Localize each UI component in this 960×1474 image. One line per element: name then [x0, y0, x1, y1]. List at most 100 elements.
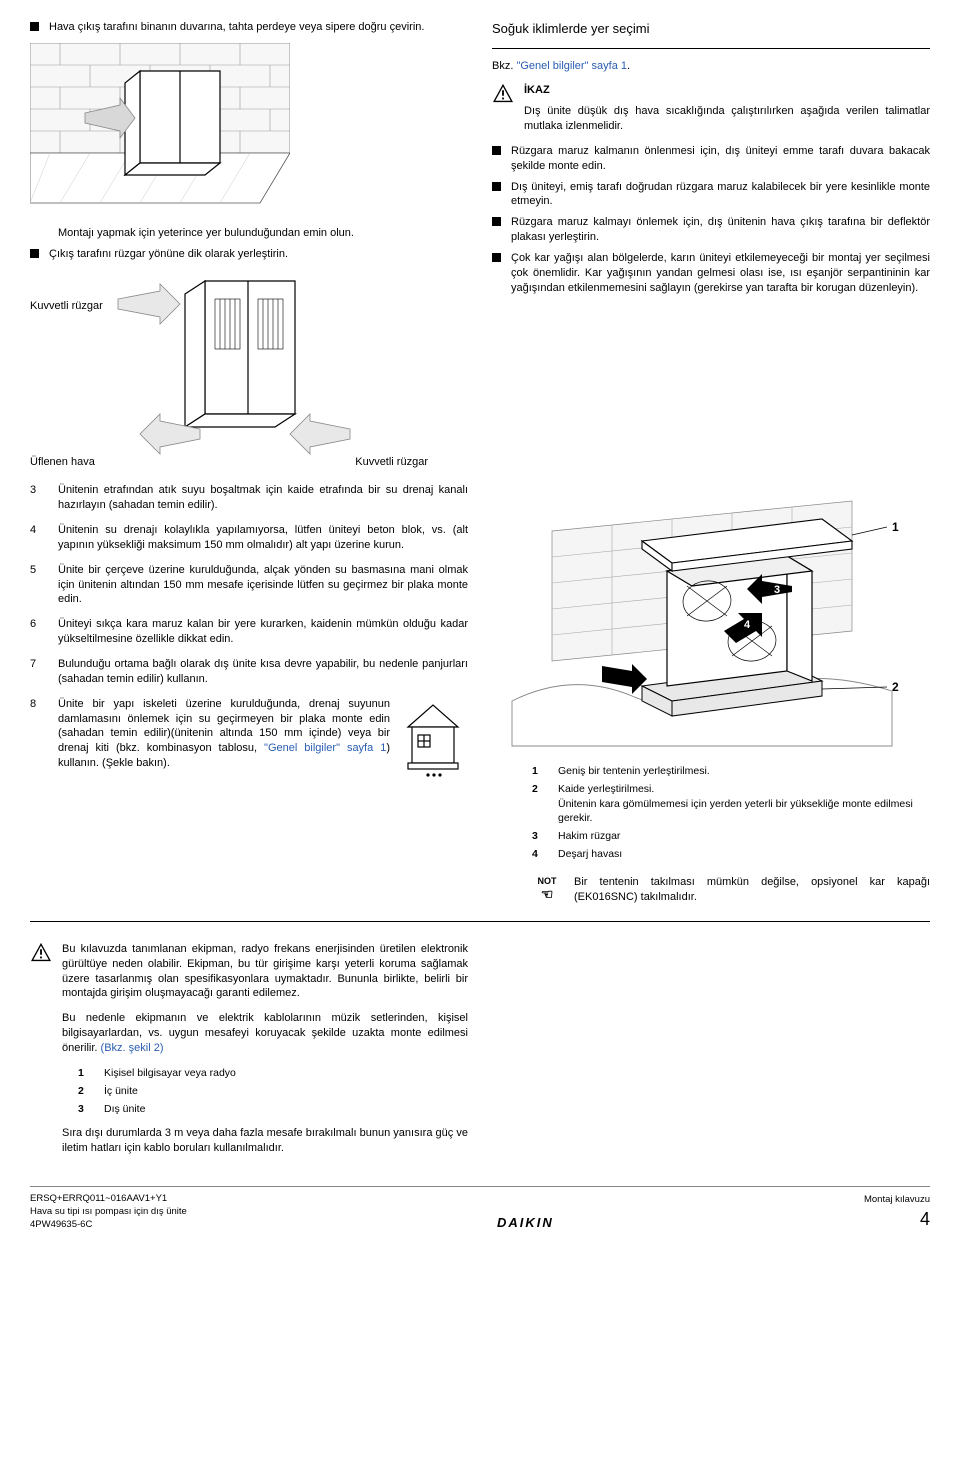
bullet-text: Çok kar yağışı alan bölgelerde, karın ün…	[511, 251, 930, 296]
ref-dot: .	[627, 60, 630, 72]
item-number: 4	[30, 523, 44, 553]
hand-icon: ☜	[532, 887, 562, 901]
svg-text:1: 1	[892, 520, 899, 534]
svg-text:3: 3	[774, 584, 780, 596]
figure-airflow: Kuvvetli rüzgar Üflenen hava Kuvvetli rü…	[30, 269, 468, 469]
list-item: 7 Bulunduğu ortama bağlı olarak dış ünite…	[30, 657, 468, 687]
item-number: 8	[30, 697, 44, 786]
warning-block: İKAZ Dış ünite düşük dış hava sıcaklığın…	[492, 83, 930, 134]
footer-left: ERSQ+ERRQ011~016AAV1+Y1 Hava su tipi ısı…	[30, 1193, 187, 1231]
list-item: 5 Ünite bir çerçeve üzerine kurulduğunda,…	[30, 563, 468, 608]
bullet-text: Hava çıkış tarafını binanın duvarına, ta…	[49, 20, 468, 35]
top-section: Hava çıkış tarafını binanın duvarına, ta…	[30, 20, 930, 477]
legend-row: 3Dış ünite	[78, 1102, 468, 1116]
bullet-text: Dış üniteyi, emiş tarafı doğrudan rüzgar…	[511, 180, 930, 210]
item-number: 6	[30, 617, 44, 647]
page-footer: ERSQ+ERRQ011~016AAV1+Y1 Hava su tipi ısı…	[30, 1186, 930, 1231]
item-number: 5	[30, 563, 44, 608]
svg-text:2: 2	[892, 680, 899, 694]
square-bullet-icon	[30, 249, 39, 258]
legend-text: Kişisel bilgisayar veya radyo	[104, 1066, 468, 1080]
figure-snow-install: 1 2 3 3 4	[492, 491, 930, 756]
section-title: Soğuk iklimlerde yer seçimi	[492, 20, 930, 38]
legend-row: 3 Hakim rüzgar	[532, 829, 930, 843]
footer-brand: DAIKIN	[497, 1214, 554, 1232]
item-text: Bulunduğu ortama bağlı olarak dış ünite …	[58, 657, 468, 687]
note-badge: NOT ☜	[532, 875, 562, 901]
legend-num: 2	[78, 1084, 92, 1098]
svg-text:4: 4	[744, 619, 751, 631]
legend-text-part: Ünitenin kara gömülmemesi için yerden ye…	[558, 798, 913, 824]
sub-legend: 1 Kişisel bilgisayar veya radyo 2 İç ünite…	[62, 1066, 468, 1117]
bullet-item: Hava çıkış tarafını binanın duvarına, ta…	[30, 20, 468, 35]
square-bullet-icon	[492, 253, 501, 262]
legend-text: Geniş bir tentenin yerleştirilmesi.	[558, 764, 930, 778]
bullet-text: Çıkış tarafını rüzgar yönüne dik olarak …	[49, 247, 468, 262]
figure-house-inline	[398, 697, 468, 782]
legend-num: 1	[78, 1066, 92, 1080]
ref-prefix: Bkz.	[492, 60, 516, 72]
footer-line: Hava su tipi ısı pompası için dış ünite	[30, 1206, 187, 1219]
list-item: 4 Ünitenin su drenajı kolaylıkla yapılamı…	[30, 523, 468, 553]
footer-line: Montaj kılavuzu	[864, 1194, 930, 1207]
footer-line: 4PW49635-6C	[30, 1219, 187, 1232]
legend-row: 2 Kaide yerleştirilmesi.Ünitenin kara göm…	[532, 782, 930, 825]
bottom-section: Bu kılavuzda tanımlanan ekipman, radyo f…	[30, 932, 930, 1166]
figure-unit-wall	[30, 43, 468, 218]
legend-text: İç ünite	[104, 1084, 468, 1098]
legend-row: 1 Kişisel bilgisayar veya radyo	[78, 1066, 468, 1080]
bullet-text: Rüzgara maruz kalmayı önlemek için, dış …	[511, 215, 930, 245]
warning-icon	[492, 83, 514, 103]
square-bullet-icon	[492, 146, 501, 155]
page-number: 4	[864, 1207, 930, 1231]
item-text: Ünitenin etrafından atık suyu boşaltmak …	[58, 483, 468, 513]
legend-num: 3	[532, 829, 546, 843]
legend-num: 4	[532, 847, 546, 861]
svg-text:3: 3	[609, 654, 615, 666]
bullet-text: Rüzgara maruz kalmanın önlenmesi için, d…	[511, 144, 930, 174]
snow-diagram-col: 1 2 3 3 4 1Geniş bir t	[492, 483, 930, 905]
para: Bu kılavuzda tanımlanan ekipman, radyo f…	[62, 942, 468, 1001]
warning-icon	[30, 942, 52, 962]
legend-row: 1 Geniş bir tentenin yerleştirilmesi.	[532, 764, 930, 778]
item-number: 3	[30, 483, 44, 513]
footer-line: ERSQ+ERRQ011~016AAV1+Y1	[30, 1193, 187, 1206]
footer-right: Montaj kılavuzu 4	[864, 1194, 930, 1231]
ref-link[interactable]: "Genel bilgiler" sayfa 1	[516, 60, 627, 72]
warning-title: İKAZ	[524, 83, 930, 98]
bullet-item: Çıkış tarafını rüzgar yönüne dik olarak …	[30, 247, 468, 262]
warning-block: Bu kılavuzda tanımlanan ekipman, radyo f…	[30, 942, 468, 1156]
list-item: 8	[30, 697, 468, 786]
left-column: Hava çıkış tarafını binanın duvarına, ta…	[30, 20, 468, 477]
note-text: Bir tentenin takılması mümkün değilse, o…	[574, 875, 930, 905]
legend-text: Kaide yerleştirilmesi.Ünitenin kara gömü…	[558, 782, 930, 825]
figure-link[interactable]: (Bkz. şekil 2)	[101, 1042, 164, 1054]
indent-text: Montajı yapmak için yeterince yer bulund…	[58, 226, 468, 241]
right-column: Soğuk iklimlerde yer seçimi Bkz. "Genel …	[492, 20, 930, 477]
divider	[30, 921, 930, 922]
note-block: NOT ☜ Bir tentenin takılması mümkün deği…	[532, 875, 930, 905]
square-bullet-icon	[30, 22, 39, 31]
item-number: 7	[30, 657, 44, 687]
item-text: Ünite bir çerçeve üzerine kurulduğunda, …	[58, 563, 468, 608]
para: Sıra dışı durumlarda 3 m veya daha fazla…	[62, 1126, 468, 1156]
legend-text: Hakim rüzgar	[558, 829, 930, 843]
bullet-item: Rüzgara maruz kalmayı önlemek için, dış …	[492, 215, 930, 245]
legend-num: 1	[532, 764, 546, 778]
legend-num: 3	[78, 1102, 92, 1116]
legend-text: Deşarj havası	[558, 847, 930, 861]
warning-text: Dış ünite düşük dış hava sıcaklığında ça…	[524, 104, 930, 134]
ref-line: Bkz. "Genel bilgiler" sayfa 1.	[492, 59, 930, 74]
warning-body: İKAZ Dış ünite düşük dış hava sıcaklığın…	[524, 83, 930, 134]
bullet-item: Rüzgara maruz kalmanın önlenmesi için, d…	[492, 144, 930, 174]
bullet-item: Çok kar yağışı alan bölgelerde, karın ün…	[492, 251, 930, 296]
bottom-right-empty	[492, 932, 930, 1166]
item-text: Ünitenin su drenajı kolaylıkla yapılamıy…	[58, 523, 468, 553]
item-text: Üniteyi sıkça kara maruz kalan bir yere …	[58, 617, 468, 647]
bullet-item: Dış üniteyi, emiş tarafı doğrudan rüzgar…	[492, 180, 930, 210]
item-link[interactable]: "Genel bilgiler" sayfa 1	[264, 742, 386, 754]
bottom-left: Bu kılavuzda tanımlanan ekipman, radyo f…	[30, 932, 468, 1166]
list-item: 3 Ünitenin etrafından atık suyu boşaltmak…	[30, 483, 468, 513]
legend-row: 2 İç ünite	[78, 1084, 468, 1098]
legend-num: 2	[532, 782, 546, 825]
